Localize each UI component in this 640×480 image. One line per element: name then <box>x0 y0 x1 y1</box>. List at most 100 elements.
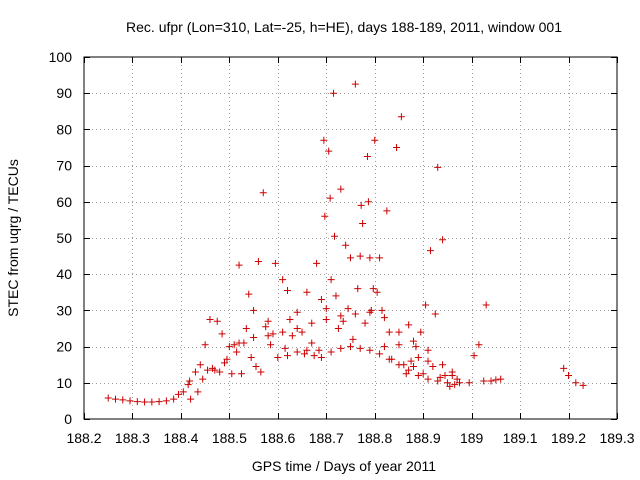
data-point <box>264 332 272 340</box>
x-tick-label: 188.9 <box>406 430 441 446</box>
data-point <box>380 314 388 322</box>
data-point <box>395 361 403 369</box>
data-point <box>456 379 464 387</box>
y-tick-label: 90 <box>56 85 72 101</box>
data-point <box>482 301 490 309</box>
data-point <box>351 80 359 88</box>
data-point <box>322 305 330 313</box>
data-point <box>497 375 505 383</box>
data-point <box>233 348 241 356</box>
data-point <box>337 312 345 320</box>
data-point <box>371 136 379 144</box>
data-point <box>332 292 340 300</box>
data-point <box>424 346 432 354</box>
data-point <box>327 348 335 356</box>
data-point <box>310 352 318 360</box>
data-point <box>351 310 359 318</box>
data-point <box>380 343 388 351</box>
x-tick-label: 188.5 <box>212 430 247 446</box>
data-point <box>395 341 403 349</box>
data-point <box>356 252 364 260</box>
data-point <box>357 201 365 209</box>
data-points <box>104 80 587 406</box>
data-point <box>298 328 306 336</box>
data-point <box>417 328 425 336</box>
data-point <box>475 341 483 349</box>
data-point <box>194 388 202 396</box>
data-point <box>325 147 333 155</box>
data-point <box>405 366 413 374</box>
data-point <box>330 89 338 97</box>
data-point <box>293 325 301 332</box>
data-point <box>337 344 345 352</box>
data-point <box>397 113 405 121</box>
data-point <box>347 343 354 351</box>
data-point <box>300 350 308 358</box>
data-point <box>342 241 350 249</box>
data-point <box>378 306 386 314</box>
data-point <box>191 368 199 376</box>
data-point <box>412 343 420 351</box>
data-point <box>228 370 236 378</box>
data-point <box>424 375 432 383</box>
data-point <box>366 308 374 316</box>
data-point <box>254 258 262 266</box>
y-tick-label: 60 <box>56 194 72 210</box>
x-tick-label: 188.8 <box>357 430 392 446</box>
data-point <box>308 319 316 327</box>
data-point <box>422 301 430 309</box>
data-point <box>252 363 260 371</box>
data-point <box>245 290 253 298</box>
data-point <box>354 285 362 293</box>
data-point <box>369 285 377 293</box>
data-point <box>303 346 311 354</box>
data-point <box>402 370 410 378</box>
data-point <box>349 335 357 343</box>
data-point <box>361 319 369 327</box>
data-point <box>162 397 170 405</box>
data-point <box>104 394 112 402</box>
data-point <box>565 372 573 380</box>
data-point <box>414 372 422 380</box>
y-tick-label: 20 <box>56 339 72 355</box>
data-point <box>186 377 194 385</box>
y-tick-label: 70 <box>56 158 72 174</box>
data-point <box>448 368 456 376</box>
x-tick-label: 188.6 <box>260 430 295 446</box>
grid-lines <box>84 57 617 419</box>
data-point <box>187 395 195 403</box>
data-point <box>223 355 231 363</box>
y-tick-label: 30 <box>56 302 72 318</box>
data-point <box>337 185 345 193</box>
data-point <box>376 254 384 262</box>
x-tick-label: 188.7 <box>309 430 344 446</box>
data-point <box>286 315 294 323</box>
data-point <box>262 323 270 331</box>
data-point <box>288 332 296 340</box>
data-point <box>317 353 325 361</box>
data-point <box>407 357 415 365</box>
data-point <box>331 232 339 240</box>
data-point <box>303 288 311 296</box>
data-point <box>393 144 401 151</box>
data-point <box>141 398 149 406</box>
data-point <box>184 381 192 389</box>
data-point <box>259 189 267 197</box>
data-point <box>366 346 374 354</box>
data-point <box>225 343 233 351</box>
data-point <box>453 375 461 383</box>
data-point <box>451 381 459 389</box>
x-tick-label: 188.4 <box>163 430 198 446</box>
data-point <box>250 306 258 314</box>
data-point <box>320 136 328 144</box>
data-point <box>363 153 371 161</box>
data-point <box>267 341 275 349</box>
data-point <box>206 315 214 323</box>
data-point <box>179 388 187 396</box>
data-point <box>264 317 272 325</box>
x-tick-label: 188.2 <box>66 430 101 446</box>
data-point <box>235 339 243 347</box>
data-point <box>409 363 417 371</box>
data-point <box>383 207 391 215</box>
